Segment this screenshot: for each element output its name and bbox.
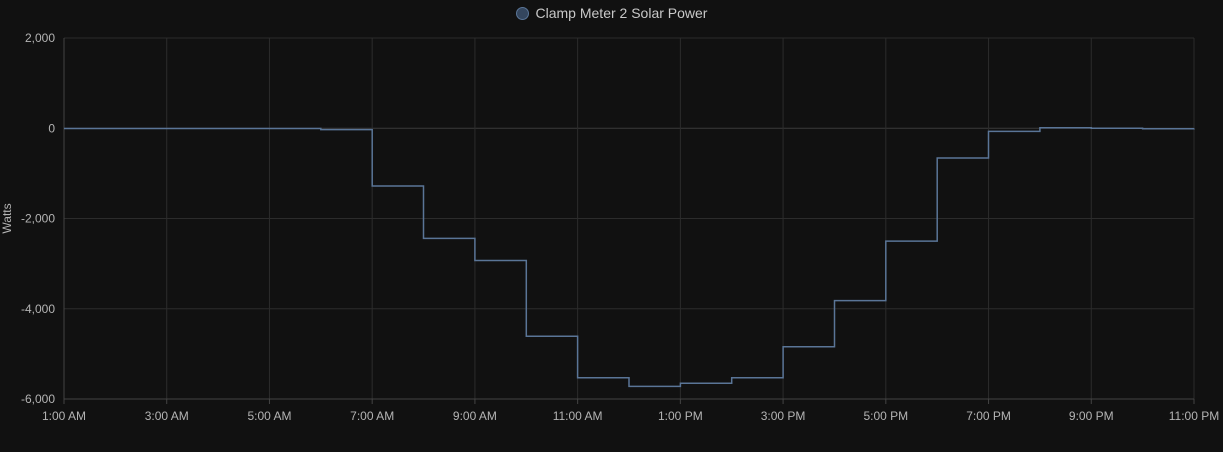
x-tick-label: 9:00 PM <box>1069 409 1114 423</box>
y-tick-label: -2,000 <box>21 212 55 226</box>
y-tick-label: -4,000 <box>21 302 55 316</box>
x-tick-label: 7:00 PM <box>966 409 1011 423</box>
y-tick-label: 0 <box>48 121 55 135</box>
legend[interactable]: Clamp Meter 2 Solar Power <box>0 5 1223 21</box>
x-tick-label: 9:00 AM <box>453 409 497 423</box>
x-tick-label: 3:00 AM <box>145 409 189 423</box>
x-tick-label: 5:00 AM <box>247 409 291 423</box>
x-tick-label: 11:00 AM <box>553 409 603 423</box>
x-tick-label: 7:00 AM <box>350 409 394 423</box>
x-tick-label: 11:00 PM <box>1169 409 1219 423</box>
x-tick-label: 1:00 AM <box>42 409 86 423</box>
y-tick-label: -6,000 <box>21 392 55 406</box>
y-tick-label: 2,000 <box>25 31 55 45</box>
y-axis-title: Watts <box>0 203 14 233</box>
series-line <box>64 127 1195 388</box>
x-tick-label: 1:00 PM <box>658 409 703 423</box>
x-tick-label: 3:00 PM <box>761 409 806 423</box>
x-tick-label: 5:00 PM <box>863 409 908 423</box>
legend-swatch[interactable] <box>515 6 529 20</box>
legend-label[interactable]: Clamp Meter 2 Solar Power <box>535 5 708 21</box>
